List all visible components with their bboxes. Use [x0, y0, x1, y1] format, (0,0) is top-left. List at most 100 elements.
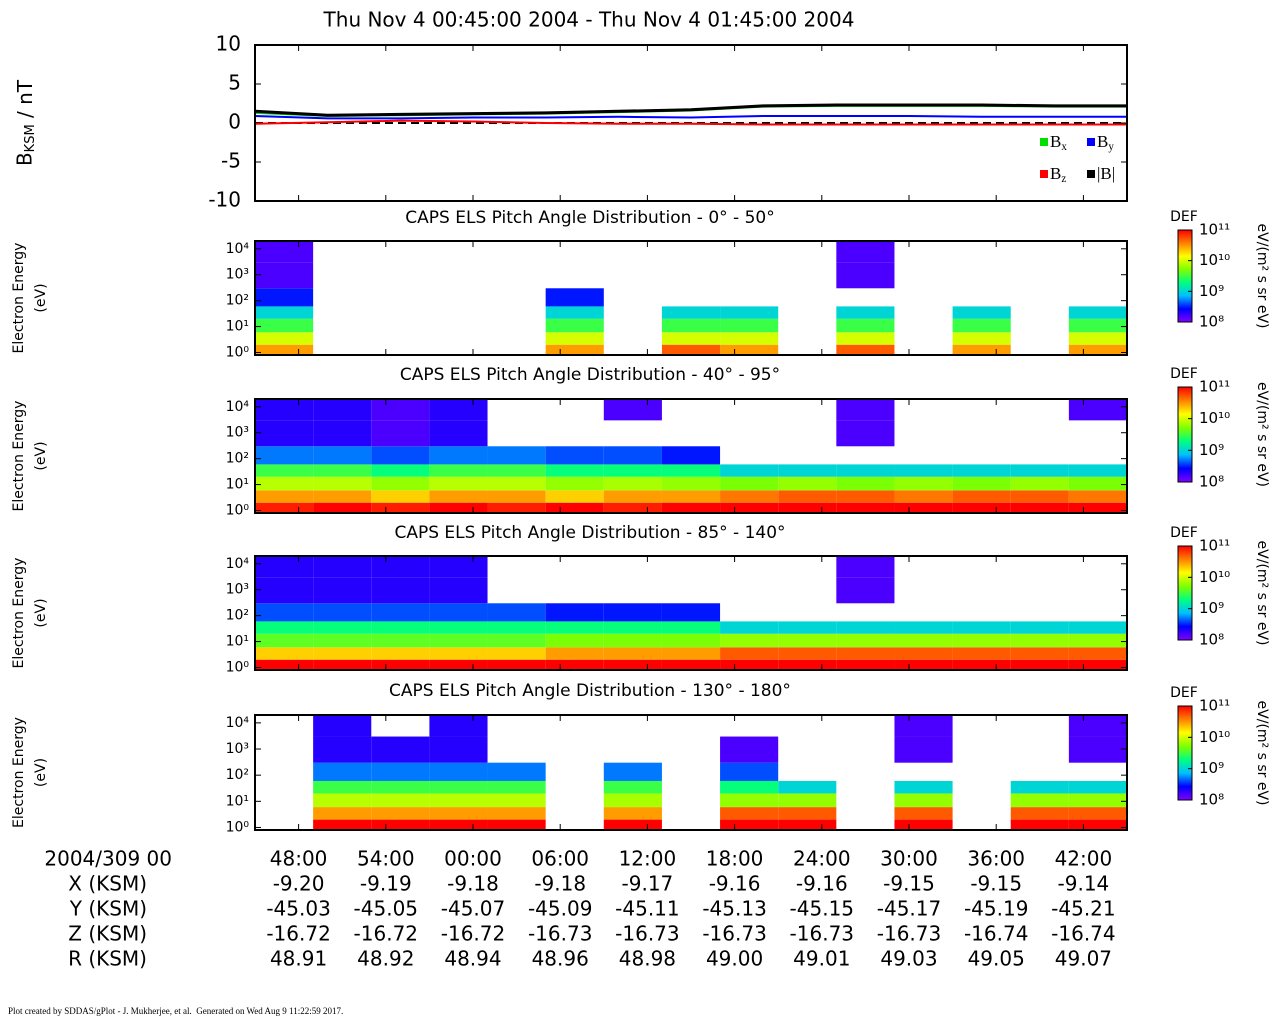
y-tick-label: 0 — [228, 110, 241, 134]
spectrogram-cell — [1068, 476, 1127, 491]
spectrogram-cell — [545, 476, 604, 491]
ephemeris-value: -16.73 — [615, 922, 679, 946]
spectrogram-cell — [894, 476, 953, 491]
spectrogram-cell — [255, 318, 314, 333]
spectrogram-cell — [603, 502, 662, 513]
y-tick-label: 10³ — [226, 741, 249, 757]
spectrogram-cell — [487, 476, 546, 491]
spectrogram-cell — [487, 762, 546, 781]
spectrogram-cell — [255, 464, 314, 477]
spectrogram-cell — [255, 446, 314, 465]
spectrogram-cell — [836, 262, 895, 289]
y-axis-label: (eV) — [33, 598, 49, 627]
spectrogram-cell — [836, 490, 895, 503]
spectrogram-cell — [487, 793, 546, 808]
ephemeris-value: -45.03 — [266, 897, 330, 921]
spectrogram-cell — [952, 332, 1011, 345]
spectrogram-cell — [1068, 647, 1127, 660]
x-tick-label: 30:00 — [880, 847, 938, 871]
y-tick-label: 10⁴ — [226, 399, 250, 415]
spectrogram-cell — [545, 288, 604, 307]
spectrogram-cell — [661, 318, 721, 333]
y-tick-label: 10⁰ — [226, 819, 250, 835]
spectrogram-cell — [371, 399, 430, 421]
ephemeris-value: -45.11 — [615, 897, 679, 921]
data-line — [254, 103, 1127, 117]
spectrogram-cell — [661, 446, 721, 465]
spectrogram-cell — [836, 659, 895, 670]
ephemeris-value: -9.16 — [796, 872, 848, 896]
spectrogram-cell — [429, 819, 488, 830]
spectrogram-cell — [545, 464, 604, 477]
spectrogram-cell — [545, 603, 604, 622]
y-tick-label: 10³ — [226, 267, 249, 283]
spectrogram-cell — [545, 344, 604, 355]
x-tick-label: 48:00 — [270, 847, 328, 871]
plot-frame — [254, 240, 1128, 356]
chart-title: Thu Nov 4 00:45:00 2004 - Thu Nov 4 01:4… — [323, 8, 855, 32]
ephemeris-value: -16.74 — [964, 922, 1028, 946]
colorbar-tick-label: 10¹¹ — [1199, 221, 1230, 239]
spectrogram-cell — [371, 476, 430, 491]
ephemeris-value: -9.15 — [883, 872, 935, 896]
colorbar-unit: eV/(m² s sr eV) — [1254, 541, 1270, 646]
spectrogram-cell — [1068, 318, 1127, 333]
spectrogram-cell — [1068, 399, 1127, 421]
spectrogram-cell — [1068, 780, 1127, 794]
spectrogram-cell — [429, 647, 488, 660]
spectrogram-cell — [720, 332, 779, 345]
spectrogram-cell — [545, 446, 604, 465]
colorbar-label: DEF — [1170, 525, 1198, 541]
colorbar-tick-label: 10⁹ — [1199, 759, 1224, 777]
y-tick-label: 10² — [226, 608, 249, 624]
spectrogram-cell — [720, 647, 779, 660]
spectrogram-cell — [313, 490, 372, 503]
spectrogram-cell — [255, 262, 314, 289]
spectrogram-cell — [720, 633, 779, 648]
colorbar — [1177, 705, 1193, 801]
ephemeris-value: -45.15 — [790, 897, 854, 921]
spectrogram-cell — [313, 633, 372, 648]
ephemeris-value: -9.15 — [970, 872, 1022, 896]
spectrogram-cell — [836, 476, 895, 491]
spectrogram-cell — [836, 318, 895, 333]
spectrogram-cell — [429, 399, 488, 421]
spectrogram-cell — [603, 780, 662, 794]
spectrogram-cell — [313, 556, 372, 578]
spectrogram-cell — [836, 556, 895, 578]
spectrogram-cell — [778, 659, 837, 670]
spectrogram-cell — [371, 577, 430, 604]
spectrogram-cell — [720, 819, 779, 830]
spectrogram-cell — [255, 621, 314, 634]
spectrogram-cell — [603, 464, 662, 477]
spectrogram-cell — [545, 621, 604, 634]
spectrogram-cell — [603, 603, 662, 622]
ephemeris-value: -45.07 — [441, 897, 505, 921]
panel-title: CAPS ELS Pitch Angle Distribution - 130°… — [389, 681, 791, 701]
colorbar-tick-label: 10⁹ — [1199, 599, 1224, 617]
spectrogram-cell — [952, 476, 1011, 491]
plot-frame — [254, 714, 1128, 831]
spectrogram-cell — [720, 807, 779, 820]
spectrogram-cell — [952, 306, 1011, 319]
spectrogram-cell — [603, 819, 662, 830]
spectrogram-cell — [487, 819, 546, 830]
spectrogram-cell — [1010, 502, 1069, 513]
ephemeris-value: 48.98 — [619, 947, 676, 971]
spectrogram-cell — [1010, 621, 1069, 634]
spectrogram-cell — [429, 603, 488, 622]
x-tick-label: 06:00 — [531, 847, 589, 871]
spectrogram-cell — [836, 420, 895, 447]
spectrogram-cell — [545, 633, 604, 648]
ephemeris-label: Y (KSM) — [69, 897, 147, 921]
spectrogram-cell — [313, 819, 372, 830]
colorbar-tick-label: 10⁸ — [1199, 313, 1224, 331]
spectrogram-cell — [313, 399, 372, 421]
colorbar-tick-label: 10¹⁰ — [1199, 568, 1230, 586]
spectrogram-cell — [371, 464, 430, 477]
spectrogram-cell — [661, 621, 721, 634]
spectrogram-cell — [371, 603, 430, 622]
spectrogram-cell — [778, 621, 837, 634]
spectrogram-cell — [429, 476, 488, 491]
spectrogram-cell — [371, 780, 430, 794]
